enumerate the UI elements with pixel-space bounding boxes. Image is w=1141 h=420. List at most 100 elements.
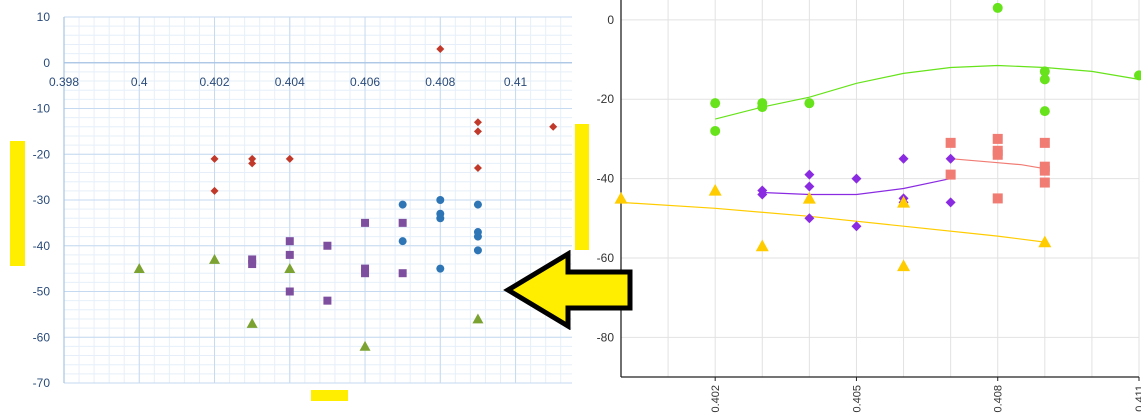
y-tick-label: -20 [597, 92, 615, 106]
data-point [1134, 70, 1141, 81]
y-tick-label: -50 [33, 285, 51, 299]
left-chart-svg: 0.398 0.4 0.402 0.404 0.406 0.408 0.41 10 0 -10 -2… [10, 10, 572, 401]
data-point [209, 253, 221, 264]
data-point [549, 122, 558, 131]
data-point [472, 313, 484, 324]
data-point [851, 221, 862, 232]
data-point [897, 195, 911, 208]
data-point [473, 232, 482, 241]
y-tick-label: 0 [43, 56, 50, 70]
x-tick-label: 0.402 [710, 385, 722, 413]
data-point [473, 118, 482, 127]
data-point [1039, 106, 1050, 117]
data-point [992, 2, 1003, 13]
y-tick-label: -80 [597, 330, 615, 344]
y-tick-label: -70 [33, 376, 51, 390]
x-tick-label: 0.406 [350, 75, 380, 89]
data-point [992, 149, 1003, 160]
data-point [133, 263, 145, 274]
data-point [248, 255, 257, 264]
data-point [398, 218, 407, 227]
left-scatter-chart: 0.398 0.4 0.402 0.404 0.406 0.408 0.41 10 0 -10 -2… [0, 0, 575, 415]
data-point [945, 169, 956, 180]
data-point [398, 200, 407, 209]
data-point [436, 214, 445, 223]
yellow-highlight-box [311, 390, 348, 401]
data-point [1039, 66, 1050, 77]
data-point [361, 264, 370, 273]
data-point [436, 196, 445, 204]
data-point [210, 154, 219, 163]
data-point [755, 239, 769, 252]
data-point [285, 287, 294, 296]
data-point [210, 186, 219, 195]
x-tick-label: 0.411 [1134, 385, 1141, 412]
trend-line [715, 64, 1140, 120]
data-point [1038, 235, 1052, 248]
trend-line [762, 178, 951, 196]
right-chart-svg: 0 -20 -40 -60 -80 0.402 0.405 0.408 0.411 [575, 0, 1141, 413]
y-tick-label: 0 [607, 13, 614, 27]
data-point [804, 213, 815, 224]
yellow-highlight-box [10, 141, 25, 266]
data-point [710, 98, 721, 109]
data-point [323, 296, 332, 305]
left-arrow-icon [500, 249, 635, 331]
data-point [248, 260, 257, 269]
data-point [473, 127, 482, 136]
data-point [359, 340, 371, 351]
data-point [804, 169, 815, 180]
data-point [1039, 74, 1050, 85]
data-point [1039, 137, 1050, 148]
data-point [248, 154, 257, 163]
y-tick-label: -40 [597, 172, 615, 186]
trend-line [620, 201, 1045, 243]
y-tick-label: -20 [33, 147, 51, 161]
x-tick-label: 0.41 [504, 75, 528, 89]
right-scatter-chart: 0 -20 -40 -60 -80 0.402 0.405 0.408 0.411 [575, 0, 1141, 415]
data-point [710, 125, 721, 136]
data-point [945, 137, 956, 148]
y-tick-label: -10 [33, 102, 51, 116]
y-tick-label: -60 [33, 330, 51, 344]
data-point [473, 200, 482, 209]
x-tick-label: 0.404 [275, 75, 305, 89]
data-point [284, 263, 296, 274]
data-point [804, 181, 815, 192]
x-tick-label: 0.405 [851, 385, 863, 413]
data-point [804, 98, 815, 109]
x-tick-label: 0.408 [993, 385, 1005, 413]
x-tick-label: 0.398 [49, 75, 79, 89]
data-point [473, 246, 482, 255]
data-point [1039, 177, 1050, 188]
trend-line [950, 158, 1045, 170]
data-point [398, 237, 407, 246]
y-tick-label: -40 [33, 239, 51, 253]
y-tick-label: 10 [37, 10, 51, 24]
data-point [992, 133, 1003, 144]
data-point [802, 191, 816, 204]
data-point [945, 197, 956, 208]
data-point [285, 154, 294, 163]
data-point [614, 191, 628, 204]
data-point [246, 318, 258, 328]
x-tick-label: 0.408 [425, 75, 455, 89]
data-point [708, 183, 722, 196]
data-point [1039, 165, 1050, 176]
x-tick-label: 0.402 [200, 75, 230, 89]
data-point [285, 237, 294, 246]
data-point [757, 189, 768, 200]
yellow-highlight-box [575, 124, 589, 250]
data-point [285, 250, 294, 259]
data-point [757, 102, 768, 113]
data-point [398, 269, 407, 278]
data-point [945, 153, 956, 164]
data-point [473, 163, 482, 172]
data-point [436, 264, 445, 273]
data-point [898, 153, 909, 164]
data-point [436, 45, 445, 54]
x-tick-label: 0.4 [131, 75, 148, 89]
data-point [851, 173, 862, 184]
y-tick-label: -60 [597, 251, 615, 265]
data-point [248, 159, 257, 168]
